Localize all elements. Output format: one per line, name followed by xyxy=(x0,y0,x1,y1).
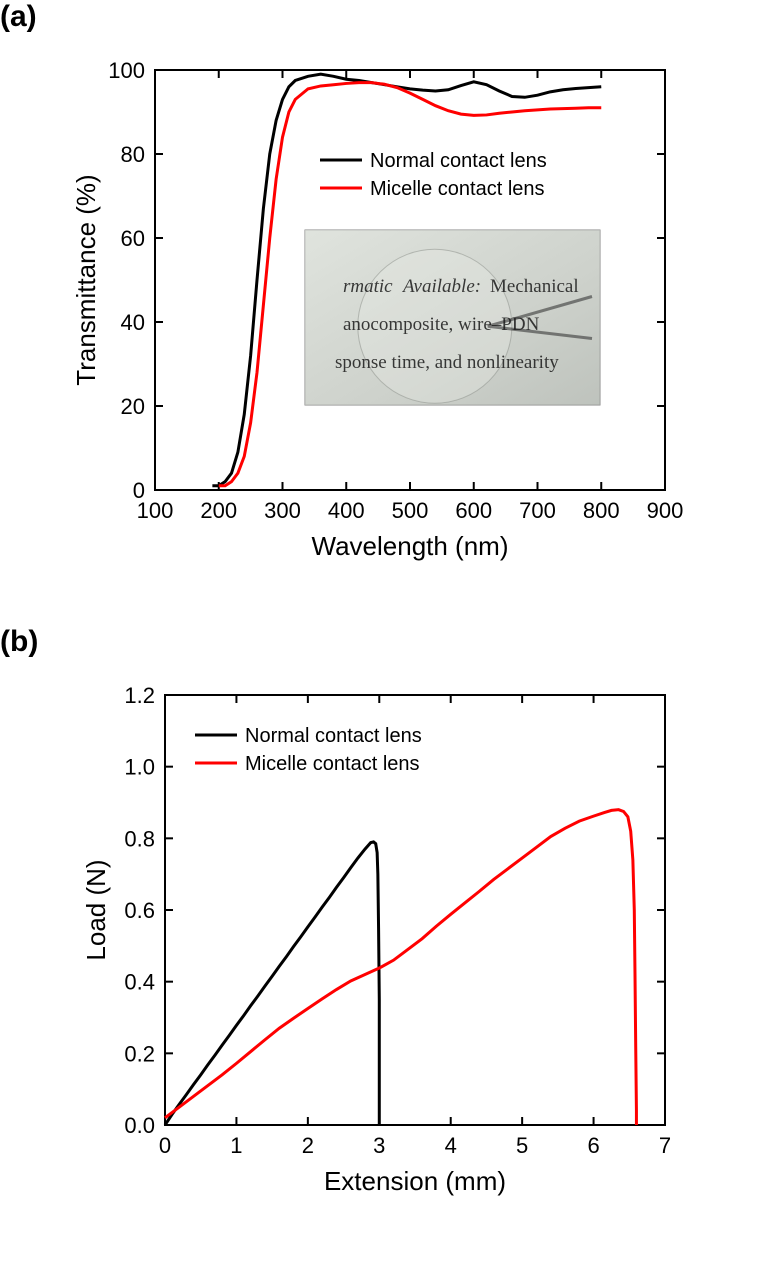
x-tick-label: 400 xyxy=(328,498,365,523)
x-tick-label: 4 xyxy=(445,1133,457,1158)
x-tick-label: 5 xyxy=(516,1133,528,1158)
inset-text-line: rmatic xyxy=(343,276,393,297)
x-tick-label: 700 xyxy=(519,498,556,523)
y-tick-label: 0 xyxy=(133,478,145,503)
x-axis-title: Extension (mm) xyxy=(324,1166,506,1196)
panel-b-label: (b) xyxy=(0,625,38,659)
y-axis-title: Transmittance (%) xyxy=(71,174,101,385)
x-tick-label: 0 xyxy=(159,1133,171,1158)
legend-label: Micelle contact lens xyxy=(370,178,545,200)
y-tick-label: 0.4 xyxy=(124,970,155,995)
x-tick-label: 1 xyxy=(230,1133,242,1158)
chart-a: 100200300400500600700800900020406080100W… xyxy=(60,40,720,600)
y-tick-label: 0.2 xyxy=(124,1041,155,1066)
x-tick-label: 7 xyxy=(659,1133,671,1158)
x-tick-label: 6 xyxy=(587,1133,599,1158)
legend-label: Normal contact lens xyxy=(245,725,422,747)
legend-label: Micelle contact lens xyxy=(245,753,420,775)
x-tick-label: 500 xyxy=(392,498,429,523)
y-tick-label: 0.8 xyxy=(124,826,155,851)
panel-a-label: (a) xyxy=(0,0,37,34)
x-tick-label: 2 xyxy=(302,1133,314,1158)
series-line xyxy=(165,810,636,1125)
x-tick-label: 900 xyxy=(647,498,684,523)
chart-b: 0 1 2 3 4 5 6 7 0.0 0.2 0.4 0.6 0.8 1.0 1.2 Extension (… xyxy=(60,665,720,1235)
x-tick-label: 3 xyxy=(373,1133,385,1158)
y-tick-label: 40 xyxy=(121,310,145,335)
y-tick-label: 0.6 xyxy=(124,898,155,923)
y-tick-label: 1.2 xyxy=(124,683,155,708)
chart-b-svg: 0 1 2 3 4 5 6 7 0.0 0.2 0.4 0.6 0.8 1.0 1.2 Extension (… xyxy=(60,665,720,1235)
inset-text-line: sponse time, and nonlinearity xyxy=(335,352,559,373)
y-tick-label: 0.0 xyxy=(124,1113,155,1138)
inset-text-line: Mechanical xyxy=(490,276,579,297)
x-tick-label: 200 xyxy=(200,498,237,523)
inset-text-line: anocomposite, wire–PDN xyxy=(343,314,540,335)
x-tick-label: 300 xyxy=(264,498,301,523)
chart-a-svg: 100200300400500600700800900020406080100W… xyxy=(60,40,720,600)
figure-page: (a) 100200300400500600700800900020406080… xyxy=(0,0,758,1263)
y-tick-label: 80 xyxy=(121,142,145,167)
x-tick-label: 600 xyxy=(455,498,492,523)
legend-label: Normal contact lens xyxy=(370,150,547,172)
x-tick-label: 800 xyxy=(583,498,620,523)
y-tick-label: 100 xyxy=(108,58,145,83)
y-tick-label: 20 xyxy=(121,394,145,419)
y-axis-title: Load (N) xyxy=(81,859,111,960)
y-tick-label: 1.0 xyxy=(124,755,155,780)
inset-text-line: Available: xyxy=(401,276,481,297)
y-tick-label: 60 xyxy=(121,226,145,251)
inset-photo: rmatic Available: Mechanical anocomposite, … xyxy=(305,230,600,405)
x-axis-title: Wavelength (nm) xyxy=(312,531,509,561)
